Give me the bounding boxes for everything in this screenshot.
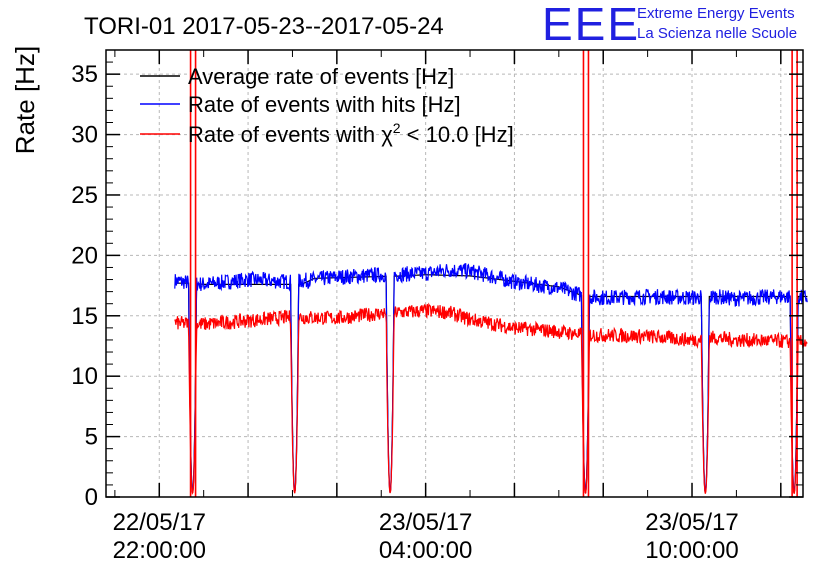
y-tick-label: 5 — [85, 424, 98, 451]
y-tick-label: 20 — [71, 242, 98, 269]
x-tick-label-date: 23/05/17 — [645, 509, 738, 536]
series-line-2 — [174, 263, 808, 494]
legend-tail: < 10.0 [Hz] — [401, 122, 514, 147]
logo-mark: EEE — [542, 0, 640, 50]
y-tick-label: 10 — [71, 363, 98, 390]
series-line-1 — [177, 274, 808, 494]
grid-lines — [106, 50, 803, 497]
y-axis-label: Rate [Hz] — [10, 46, 40, 154]
legend-label: Average rate of events [Hz] — [188, 64, 454, 89]
x-tick-label-time: 22:00:00 — [113, 537, 206, 564]
x-tick-label-time: 10:00:00 — [645, 537, 738, 564]
legend: Average rate of events [Hz] Rate of event… — [140, 64, 514, 147]
x-tick-label-time: 04:00:00 — [379, 537, 472, 564]
plot-frame — [105, 49, 804, 498]
axes: 0510152025303522/05/1722:00:0023/05/1704… — [71, 49, 803, 564]
series-lines — [174, 50, 808, 497]
y-tick-label: 15 — [71, 303, 98, 330]
chart-title: TORI-01 2017-05-23--2017-05-24 — [84, 13, 444, 40]
logo-line-1: Extreme Energy Events — [637, 5, 795, 22]
legend-label: Rate of events with χ2 < 10.0 [Hz] — [188, 120, 514, 147]
y-tick-label: 35 — [71, 61, 98, 88]
x-tick-label-date: 23/05/17 — [379, 509, 472, 536]
legend-superscript: 2 — [393, 120, 401, 136]
eee-logo: EEE Extreme Energy Events La Scienza nel… — [542, 0, 797, 50]
y-tick-label: 25 — [71, 182, 98, 209]
logo-line-2: La Scienza nelle Scuole — [637, 25, 797, 42]
series-line-3 — [174, 302, 808, 496]
y-tick-label: 30 — [71, 122, 98, 149]
x-tick-label-date: 22/05/17 — [113, 509, 206, 536]
legend-label: Rate of events with hits [Hz] — [188, 92, 461, 117]
y-tick-label: 0 — [85, 484, 98, 511]
